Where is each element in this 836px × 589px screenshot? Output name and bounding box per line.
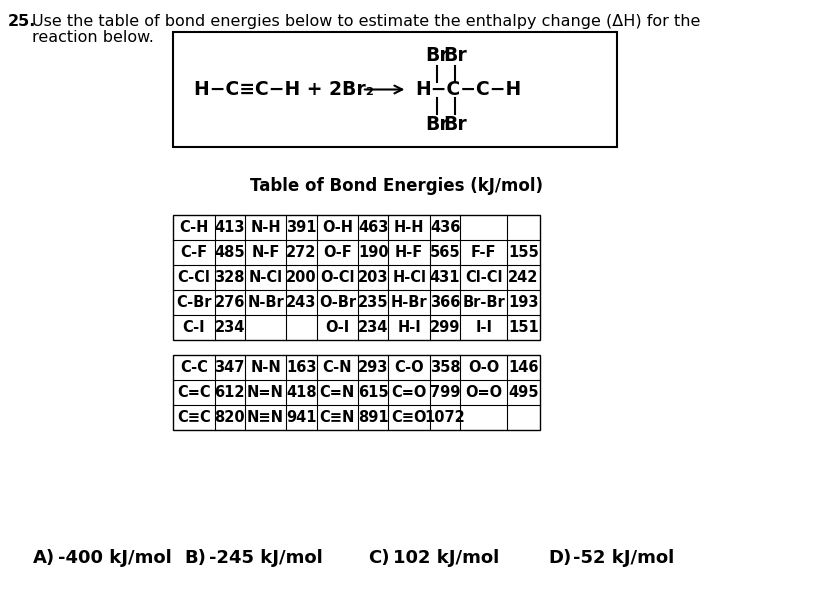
Text: 243: 243	[286, 295, 316, 310]
Text: 820: 820	[214, 410, 245, 425]
Text: 203: 203	[358, 270, 388, 285]
Text: O-Cl: O-Cl	[319, 270, 354, 285]
Text: 235: 235	[358, 295, 388, 310]
Text: 366: 366	[430, 295, 460, 310]
Text: 151: 151	[507, 320, 538, 335]
Text: -400 kJ/mol: -400 kJ/mol	[58, 549, 171, 567]
Text: 495: 495	[507, 385, 538, 400]
Text: B): B)	[184, 549, 206, 567]
Text: H-F: H-F	[395, 245, 423, 260]
Text: -245 kJ/mol: -245 kJ/mol	[209, 549, 322, 567]
Text: 1072: 1072	[424, 410, 465, 425]
Text: 431: 431	[430, 270, 460, 285]
Text: reaction below.: reaction below.	[32, 30, 154, 45]
Text: H-Br: H-Br	[390, 295, 427, 310]
Text: C=O: C=O	[391, 385, 426, 400]
Text: N-Cl: N-Cl	[248, 270, 283, 285]
Text: Br: Br	[425, 45, 449, 65]
Text: C-F: C-F	[180, 245, 207, 260]
Bar	[173, 355, 539, 430]
Text: O-F: O-F	[323, 245, 351, 260]
Text: 25.: 25.	[8, 14, 36, 29]
Text: N=N: N=N	[247, 385, 283, 400]
Text: 163: 163	[286, 360, 316, 375]
Text: N-H: N-H	[250, 220, 281, 235]
Text: 436: 436	[430, 220, 460, 235]
Text: H-H: H-H	[394, 220, 424, 235]
Text: C≡N: C≡N	[319, 410, 354, 425]
Text: 293: 293	[358, 360, 388, 375]
Text: 565: 565	[429, 245, 460, 260]
Text: 200: 200	[286, 270, 316, 285]
Text: O-O: O-O	[467, 360, 499, 375]
Text: 347: 347	[214, 360, 244, 375]
Text: Br: Br	[443, 114, 466, 134]
Text: 941: 941	[286, 410, 316, 425]
Text: C-Br: C-Br	[176, 295, 212, 310]
Text: O-H: O-H	[322, 220, 353, 235]
Text: Br: Br	[425, 114, 449, 134]
Text: C≡O: C≡O	[391, 410, 426, 425]
Text: 146: 146	[507, 360, 538, 375]
Bar	[173, 215, 539, 340]
Text: C=N: C=N	[319, 385, 354, 400]
Text: N-F: N-F	[251, 245, 279, 260]
Text: 463: 463	[358, 220, 388, 235]
Text: C-O: C-O	[394, 360, 424, 375]
Text: C-H: C-H	[179, 220, 208, 235]
Text: C-I: C-I	[182, 320, 205, 335]
Text: F-F: F-F	[471, 245, 496, 260]
Text: 234: 234	[358, 320, 388, 335]
Text: A): A)	[33, 549, 55, 567]
Text: Table of Bond Energies (kJ/mol): Table of Bond Energies (kJ/mol)	[250, 177, 543, 195]
Text: 234: 234	[214, 320, 244, 335]
Text: N-N: N-N	[250, 360, 281, 375]
Text: 155: 155	[507, 245, 538, 260]
Text: Br-Br: Br-Br	[462, 295, 505, 310]
Text: 891: 891	[358, 410, 388, 425]
Text: O-Br: O-Br	[319, 295, 355, 310]
Text: N-Br: N-Br	[247, 295, 283, 310]
Text: 413: 413	[214, 220, 245, 235]
Text: H−C−C−H: H−C−C−H	[415, 80, 521, 99]
Text: H-I: H-I	[397, 320, 421, 335]
Text: 358: 358	[429, 360, 460, 375]
Text: C-N: C-N	[322, 360, 352, 375]
Text: Use the table of bond energies below to estimate the enthalpy change (ΔH) for th: Use the table of bond energies below to …	[32, 14, 700, 29]
Text: O=O: O=O	[465, 385, 502, 400]
Text: C): C)	[368, 549, 390, 567]
Text: I-I: I-I	[475, 320, 492, 335]
Text: 299: 299	[430, 320, 460, 335]
Text: 193: 193	[507, 295, 538, 310]
Text: 328: 328	[214, 270, 245, 285]
Text: 615: 615	[358, 385, 388, 400]
Text: O-I: O-I	[325, 320, 349, 335]
Text: 190: 190	[358, 245, 388, 260]
Text: C-Cl: C-Cl	[177, 270, 210, 285]
Text: 272: 272	[286, 245, 316, 260]
Text: C=C: C=C	[176, 385, 211, 400]
Text: H-Cl: H-Cl	[392, 270, 426, 285]
Text: C≡C: C≡C	[176, 410, 211, 425]
Text: 276: 276	[214, 295, 244, 310]
Text: 799: 799	[430, 385, 460, 400]
Text: 102 kJ/mol: 102 kJ/mol	[393, 549, 499, 567]
Text: 391: 391	[286, 220, 316, 235]
Bar	[173, 32, 616, 147]
Text: 485: 485	[214, 245, 245, 260]
Text: 612: 612	[214, 385, 245, 400]
Text: -52 kJ/mol: -52 kJ/mol	[572, 549, 673, 567]
Text: N≡N: N≡N	[247, 410, 283, 425]
Text: D): D)	[548, 549, 571, 567]
Text: H−C≡C−H + 2Br₂: H−C≡C−H + 2Br₂	[193, 80, 373, 99]
Text: 242: 242	[507, 270, 538, 285]
Text: 418: 418	[286, 385, 316, 400]
Text: C-C: C-C	[180, 360, 207, 375]
Text: Br: Br	[443, 45, 466, 65]
Text: Cl-Cl: Cl-Cl	[465, 270, 502, 285]
